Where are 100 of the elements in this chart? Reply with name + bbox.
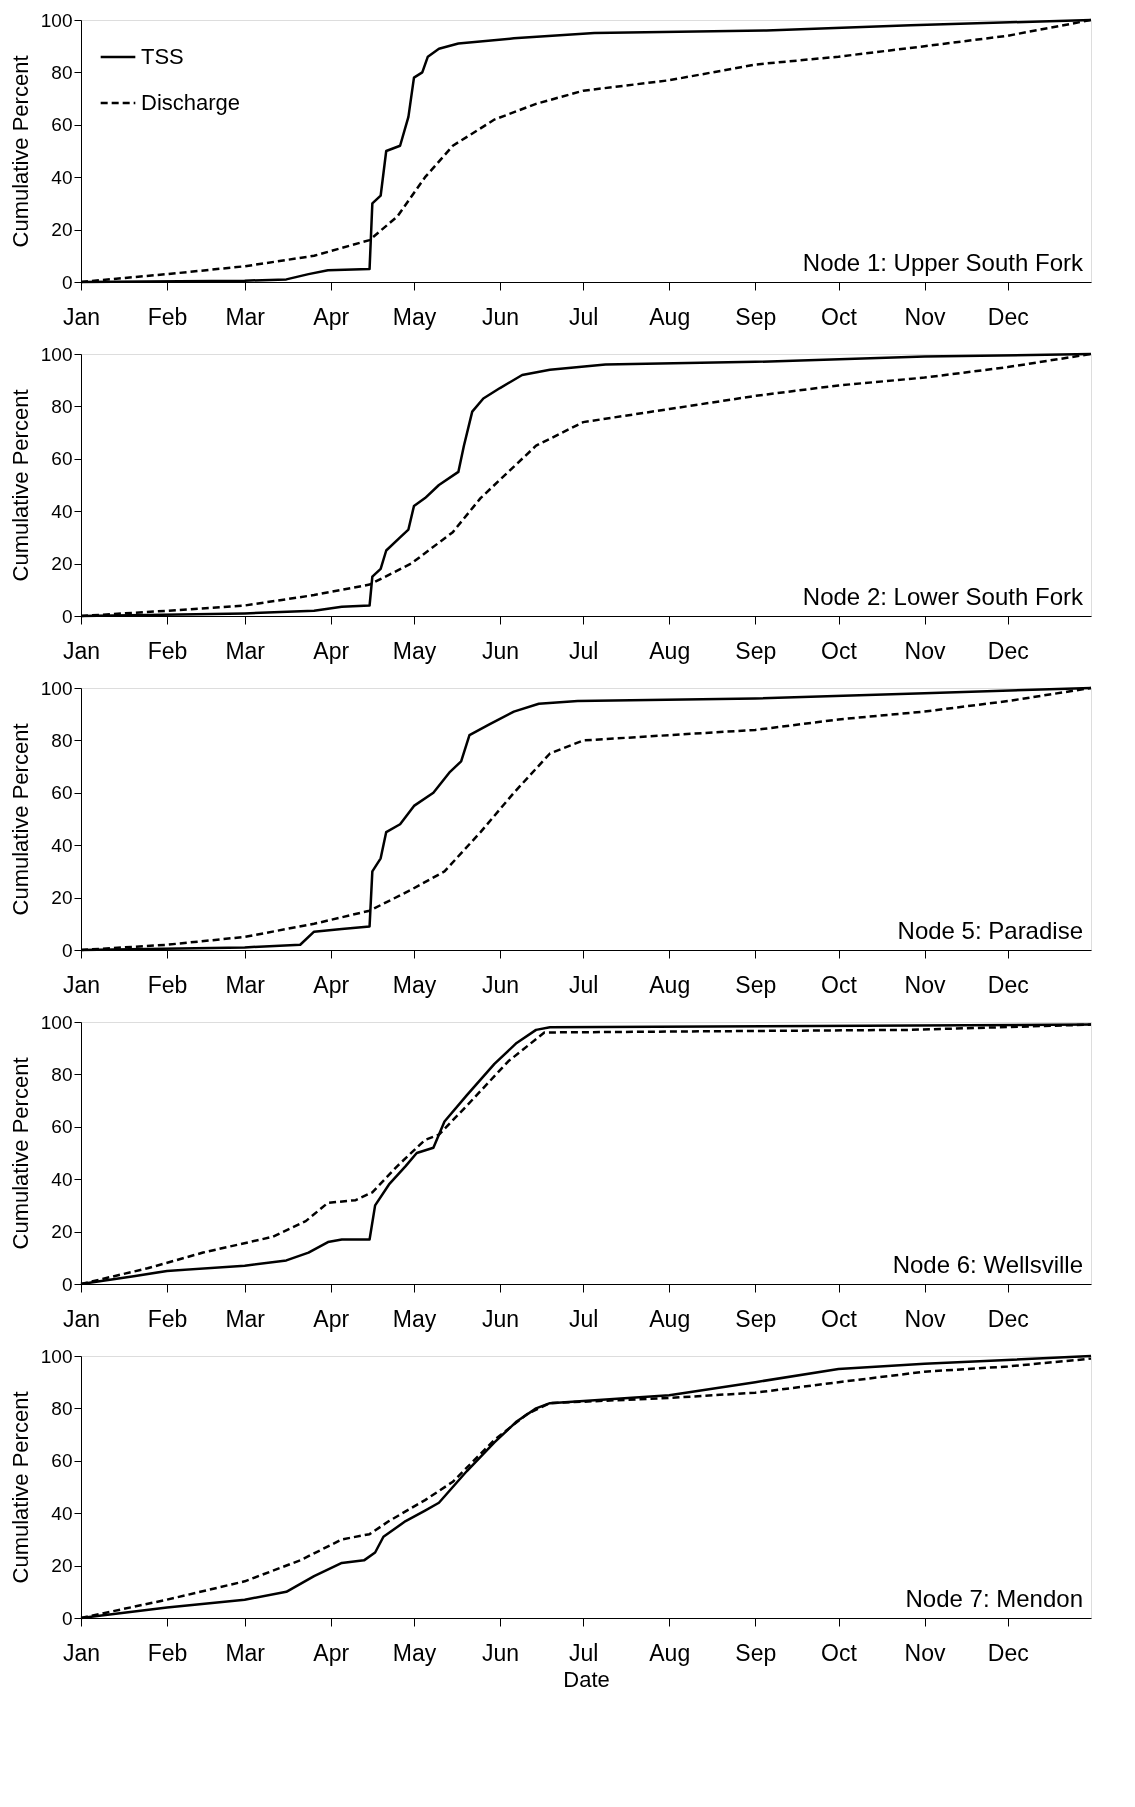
x-tick-label: Jan <box>62 971 101 998</box>
x-tick-label: Jun <box>481 303 520 330</box>
x-tick-label: Nov <box>904 1639 946 1666</box>
x-tick-label: Dec <box>987 971 1029 998</box>
x-tick-label: Oct <box>821 1305 858 1332</box>
x-tick-label: Mar <box>225 1305 266 1332</box>
y-tick-label: 20 <box>51 219 73 241</box>
annotation: Node 6: Wellsville <box>892 1251 1083 1278</box>
x-tick-label: Dec <box>987 1639 1029 1666</box>
x-tick-label: Mar <box>225 971 266 998</box>
x-tick-label: Sep <box>735 1639 777 1666</box>
y-axis-title: Cumulative Percent <box>7 55 33 248</box>
x-tick-label: Apr <box>313 637 350 664</box>
y-tick-label: 40 <box>51 166 73 188</box>
x-tick-label: May <box>392 1305 437 1332</box>
x-tick-label: Dec <box>987 1305 1029 1332</box>
y-tick-label: 40 <box>51 834 73 856</box>
y-tick-label: 100 <box>40 9 73 31</box>
y-tick-label: 0 <box>61 271 73 293</box>
x-tick-label: Aug <box>649 1639 691 1666</box>
y-tick-label: 80 <box>51 1063 73 1085</box>
y-tick-label: 20 <box>51 553 73 575</box>
x-tick-label: Mar <box>225 637 266 664</box>
x-tick-label: May <box>392 1639 437 1666</box>
x-tick-label: Apr <box>313 303 350 330</box>
x-tick-label: Aug <box>649 303 691 330</box>
y-tick-label: 0 <box>61 1273 73 1295</box>
y-tick-label: 100 <box>40 677 73 699</box>
x-tick-label: Sep <box>735 971 777 998</box>
y-tick-label: 0 <box>61 939 73 961</box>
x-tick-label: Oct <box>821 971 858 998</box>
x-tick-label: Feb <box>147 971 188 998</box>
x-tick-label: Nov <box>904 1305 946 1332</box>
x-tick-label: Sep <box>735 637 777 664</box>
y-tick-label: 60 <box>51 114 73 136</box>
legend-label: Discharge <box>141 90 241 115</box>
x-tick-label: Jan <box>62 1639 101 1666</box>
x-tick-label: Apr <box>313 1639 350 1666</box>
x-tick-label: Apr <box>313 1305 350 1332</box>
x-tick-label: Jan <box>62 303 101 330</box>
annotation: Node 2: Lower South Fork <box>802 583 1084 610</box>
x-axis-title: Date <box>563 1666 610 1692</box>
x-tick-label: Nov <box>904 303 946 330</box>
x-tick-label: Feb <box>147 1305 188 1332</box>
x-tick-label: Jan <box>62 637 101 664</box>
x-tick-label: Aug <box>649 971 691 998</box>
y-axis-title: Cumulative Percent <box>7 723 33 916</box>
legend-label: TSS <box>141 44 184 69</box>
y-tick-label: 60 <box>51 1116 73 1138</box>
x-tick-label: Oct <box>821 637 858 664</box>
y-tick-label: 80 <box>51 61 73 83</box>
x-tick-label: Jul <box>569 303 599 330</box>
x-tick-label: Oct <box>821 1639 858 1666</box>
y-tick-label: 100 <box>40 1345 73 1367</box>
x-tick-label: Nov <box>904 971 946 998</box>
x-tick-label: Mar <box>225 303 266 330</box>
y-tick-label: 20 <box>51 1221 73 1243</box>
x-tick-label: Mar <box>225 1639 266 1666</box>
x-tick-label: Feb <box>147 303 188 330</box>
y-axis-title: Cumulative Percent <box>7 1391 33 1584</box>
y-tick-label: 80 <box>51 1397 73 1419</box>
x-tick-label: Jun <box>481 1639 520 1666</box>
x-tick-label: Apr <box>313 971 350 998</box>
y-tick-label: 0 <box>61 1607 73 1629</box>
y-tick-label: 20 <box>51 1555 73 1577</box>
y-tick-label: 80 <box>51 395 73 417</box>
y-tick-label: 60 <box>51 782 73 804</box>
y-tick-label: 40 <box>51 1168 73 1190</box>
x-tick-label: Dec <box>987 637 1029 664</box>
x-tick-label: May <box>392 303 437 330</box>
y-tick-label: 60 <box>51 448 73 470</box>
y-tick-label: 60 <box>51 1450 73 1472</box>
x-tick-label: Jul <box>569 1639 599 1666</box>
x-tick-label: Nov <box>904 637 946 664</box>
x-tick-label: Jun <box>481 1305 520 1332</box>
x-tick-label: Sep <box>735 1305 777 1332</box>
x-tick-label: Aug <box>649 1305 691 1332</box>
y-tick-label: 40 <box>51 1502 73 1524</box>
x-tick-label: May <box>392 637 437 664</box>
annotation: Node 1: Upper South Fork <box>802 249 1084 276</box>
y-tick-label: 40 <box>51 500 73 522</box>
y-tick-label: 80 <box>51 729 73 751</box>
x-tick-label: Feb <box>147 637 188 664</box>
y-tick-label: 0 <box>61 605 73 627</box>
x-tick-label: Jul <box>569 1305 599 1332</box>
x-tick-label: Jun <box>481 637 520 664</box>
y-tick-label: 20 <box>51 887 73 909</box>
x-tick-label: Feb <box>147 1639 188 1666</box>
x-tick-label: Sep <box>735 303 777 330</box>
x-tick-label: May <box>392 971 437 998</box>
y-tick-label: 100 <box>40 1011 73 1033</box>
x-tick-label: Jun <box>481 971 520 998</box>
y-axis-title: Cumulative Percent <box>7 389 33 582</box>
x-tick-label: Jul <box>569 637 599 664</box>
y-axis-title: Cumulative Percent <box>7 1057 33 1250</box>
y-tick-label: 100 <box>40 343 73 365</box>
annotation: Node 7: Mendon <box>905 1585 1083 1612</box>
x-tick-label: Aug <box>649 637 691 664</box>
annotation: Node 5: Paradise <box>897 917 1083 944</box>
x-tick-label: Oct <box>821 303 858 330</box>
